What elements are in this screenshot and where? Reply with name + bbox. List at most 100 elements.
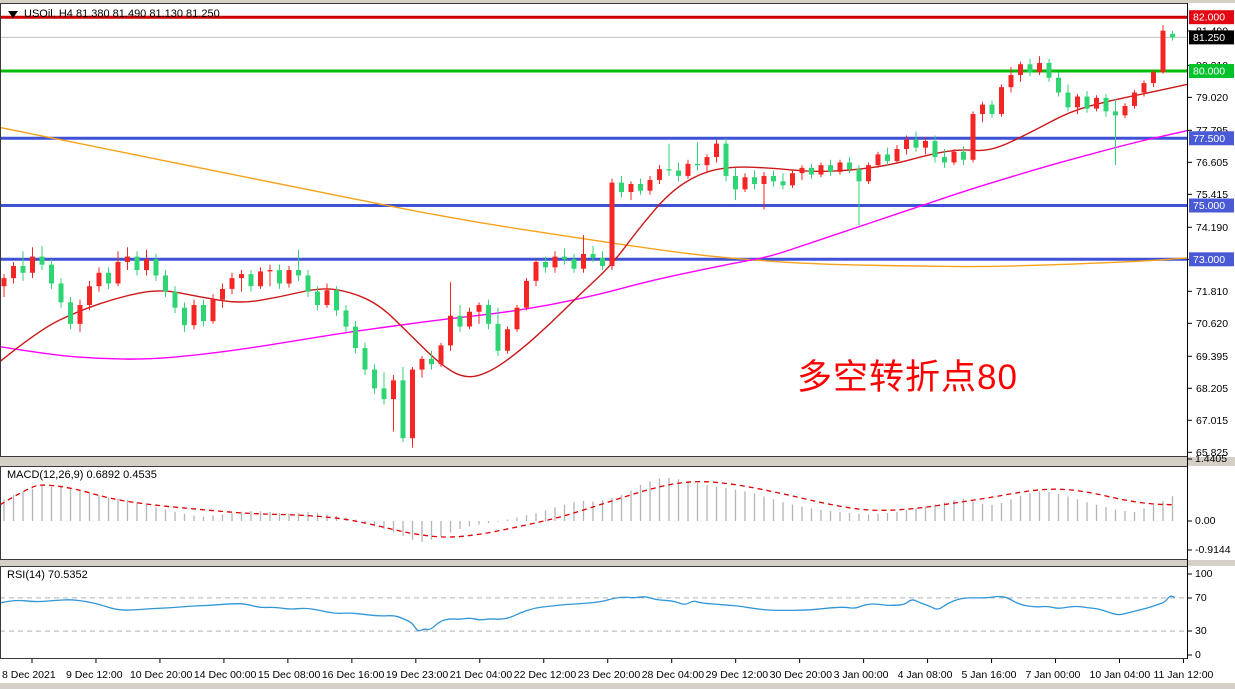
time-label: 16 Dec 16:00 [322, 669, 385, 681]
rsi-panel [0, 595, 1187, 632]
candle-body [144, 259, 149, 271]
candle-body [191, 305, 197, 326]
candle-body [999, 87, 1004, 115]
candle-body [448, 315, 453, 346]
candle-body [381, 388, 387, 400]
candle-body [638, 183, 643, 191]
candle-body [410, 369, 415, 439]
time-label: 30 Dec 20:00 [770, 669, 833, 681]
candle-body [476, 305, 482, 312]
candle-body [790, 173, 795, 186]
rsi-scale-label: 0 [1195, 649, 1201, 661]
candle-body [828, 165, 833, 172]
candle-body [1160, 30, 1166, 73]
candle-body [1018, 64, 1023, 76]
ma-fast-red [0, 83, 1188, 378]
candle-body [77, 305, 83, 324]
candle-body [1103, 97, 1109, 112]
candle-body [362, 348, 368, 370]
candle-body [467, 311, 472, 327]
panel-splitter[interactable] [0, 560, 1235, 566]
candle-body [267, 270, 273, 272]
macd-scale-label: 0.00 [1195, 515, 1216, 527]
symbol-marker-icon [8, 10, 18, 18]
candle-body [248, 274, 254, 287]
time-label: 19 Dec 23:00 [386, 669, 449, 681]
time-label: 5 Jan 16:00 [962, 669, 1017, 681]
candle-body [429, 358, 434, 365]
candle-body [904, 139, 909, 150]
quote-line: USOil, H4 81.380 81.490 81.130 81.250 [8, 8, 220, 20]
candle-body [619, 182, 624, 193]
time-label: 4 Jan 08:00 [898, 669, 953, 681]
candle-body [296, 270, 301, 276]
price-level-badge: 75.000 [1193, 200, 1225, 212]
candle-body [115, 261, 121, 284]
candle-body [1065, 92, 1071, 108]
candle-body [714, 143, 719, 158]
candle-body [837, 162, 843, 172]
candle-body [923, 140, 928, 148]
candle-body [799, 167, 805, 174]
candle-body [1046, 62, 1052, 78]
ma-slow-orange [0, 126, 1188, 268]
time-label: 9 Dec 12:00 [66, 669, 123, 681]
candle-body [771, 175, 776, 182]
candle-body [495, 323, 501, 351]
candle-body [600, 257, 605, 267]
candle-body [609, 182, 615, 267]
candle-body [400, 380, 406, 439]
candle-body [989, 104, 995, 115]
macd-indicator-label: MACD(12,26,9) 0.6892 0.4535 [7, 469, 157, 481]
candle-body [628, 183, 634, 193]
macd-signal-line [0, 480, 1176, 538]
macd-scale-label: 1.4405 [1195, 453, 1227, 465]
time-label: 15 Dec 08:00 [258, 669, 321, 681]
candle-body [552, 256, 558, 268]
candle-body [201, 305, 206, 322]
price-level-badge: 77.500 [1193, 133, 1225, 145]
candle-body [1075, 96, 1080, 108]
candle-body [1170, 33, 1175, 38]
candle-body [951, 151, 957, 163]
candle-body [1056, 77, 1061, 93]
candle-body [1008, 75, 1014, 88]
candle-body [486, 305, 491, 324]
price-level-badge: 81.250 [1193, 32, 1225, 44]
candle-body [334, 290, 339, 311]
price-level-badge: 82.000 [1193, 12, 1225, 24]
candle-body [286, 270, 292, 284]
candle-body [87, 286, 92, 306]
price-tick-label: 70.620 [1196, 318, 1228, 330]
price-tick-label: 69.395 [1196, 351, 1228, 363]
candle-body [847, 162, 852, 170]
candle-body [695, 163, 700, 166]
candle-body [856, 169, 862, 182]
candle-body [885, 154, 890, 162]
time-axis[interactable]: 8 Dec 2021 9 Dec 12:00 10 Dec 20:00 14 Dec … [2, 659, 1214, 681]
price-level-badge: 80.000 [1193, 66, 1225, 78]
candle-body [457, 315, 463, 327]
price-axis[interactable]: 81.49080.21079.02077.79576.60575.41574.1… [1187, 10, 1234, 459]
candle-body [277, 270, 282, 284]
candle-body [818, 165, 824, 175]
candle-body [809, 167, 814, 175]
price-tick-label: 75.415 [1196, 189, 1228, 201]
candle-body [875, 154, 881, 166]
candle-body [353, 326, 358, 349]
time-label: 3 Jan 00:00 [834, 669, 889, 681]
candle-body [229, 278, 235, 289]
price-tick-label: 68.205 [1196, 383, 1228, 395]
candle-body [676, 170, 681, 176]
candle-body [761, 175, 767, 184]
candle-body [343, 310, 349, 327]
time-label: 11 Jan 12:00 [1153, 669, 1213, 681]
candle-body [514, 307, 520, 330]
panel-splitter[interactable] [0, 457, 1235, 466]
candle-body [647, 179, 653, 191]
candle-body [39, 256, 45, 265]
candle-body [780, 181, 786, 186]
candle-body [932, 140, 938, 158]
candle-body [1113, 111, 1118, 116]
